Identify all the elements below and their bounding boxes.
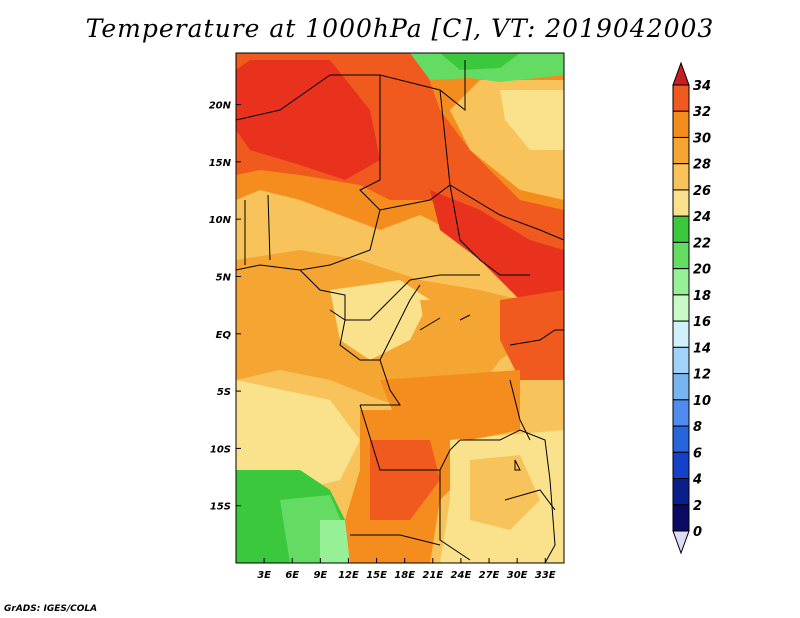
colorbar-label: 2 xyxy=(693,499,702,514)
colorbar-segment xyxy=(672,320,690,348)
colorbar-label: 18 xyxy=(693,289,711,304)
colorbar-label: 28 xyxy=(693,158,711,173)
map-title: Temperature at 1000hPa [C], VT: 20190420… xyxy=(85,14,715,43)
colorbar-label: 26 xyxy=(693,184,711,199)
colorbar-label: 6 xyxy=(693,446,702,461)
colorbar-min-arrow xyxy=(672,530,690,555)
colorbar-segment xyxy=(672,346,690,375)
colorbar-label: 12 xyxy=(693,368,711,383)
lon-tick-label: 12E xyxy=(338,570,359,581)
lat-tick-label: 20N xyxy=(209,101,232,112)
latitude-axis: 20N 15N 10N 5N EQ 5S 10S 15S xyxy=(209,101,241,513)
lat-tick-label: 15S xyxy=(210,502,231,513)
colorbar-max-arrow xyxy=(672,61,690,86)
lon-tick-label: 9E xyxy=(313,570,327,581)
colorbar-segment xyxy=(672,294,690,322)
lat-tick-label: 15N xyxy=(209,158,232,169)
colorbar-segment xyxy=(672,425,690,453)
colorbar-segment xyxy=(672,399,690,427)
colorbar-label: 20 xyxy=(693,263,711,278)
colorbar-segment xyxy=(672,268,690,296)
colorbar-segment xyxy=(672,241,690,270)
colorbar-label: 24 xyxy=(693,210,711,225)
colorbar-label: 16 xyxy=(693,315,711,330)
longitude-axis: 3E 6E 9E 12E 15E 18E 21E 24E 27E 30E 33E xyxy=(257,558,556,581)
country-borders xyxy=(236,60,564,563)
lat-tick-label: 10S xyxy=(210,444,231,455)
lon-tick-label: 18E xyxy=(394,570,415,581)
colorbar-label: 22 xyxy=(693,236,711,251)
colorbar-segment xyxy=(672,84,690,112)
colorbar-segment xyxy=(672,451,690,480)
lat-tick-label: 10N xyxy=(209,215,232,226)
colorbar-label: 30 xyxy=(693,131,711,146)
colorbar-label: 10 xyxy=(693,394,711,409)
colorbar-segment xyxy=(672,189,690,217)
lon-tick-label: 6E xyxy=(285,570,299,581)
lat-tick-label: 5N xyxy=(216,272,232,283)
lat-tick-label: 5S xyxy=(217,387,231,398)
colorbar-segment xyxy=(672,136,690,165)
lon-tick-label: 30E xyxy=(507,570,528,581)
colorbar-segment xyxy=(672,504,690,532)
lon-tick-label: 3E xyxy=(257,570,271,581)
colorbar-label: 0 xyxy=(693,525,702,540)
lon-tick-label: 24E xyxy=(451,570,472,581)
lon-tick-label: 21E xyxy=(422,570,443,581)
colorbar-label: 4 xyxy=(692,473,702,488)
colorbar-segment xyxy=(672,163,690,191)
colorbar-label: 34 xyxy=(693,79,711,94)
colorbar-segment xyxy=(672,215,690,243)
colorbar-segment xyxy=(672,373,690,401)
colorbar-label: 14 xyxy=(693,341,711,356)
colorbar-segment xyxy=(672,110,690,138)
colorbar-segment xyxy=(672,478,690,506)
lon-tick-label: 33E xyxy=(535,570,556,581)
lon-tick-label: 15E xyxy=(366,570,387,581)
colorbar-label: 32 xyxy=(693,105,711,120)
grads-credit: GrADS: IGES/COLA xyxy=(4,604,98,614)
lon-tick-label: 27E xyxy=(479,570,500,581)
colorbar-label: 8 xyxy=(693,420,702,435)
lat-tick-label: EQ xyxy=(216,330,232,341)
temperature-field xyxy=(236,53,564,563)
